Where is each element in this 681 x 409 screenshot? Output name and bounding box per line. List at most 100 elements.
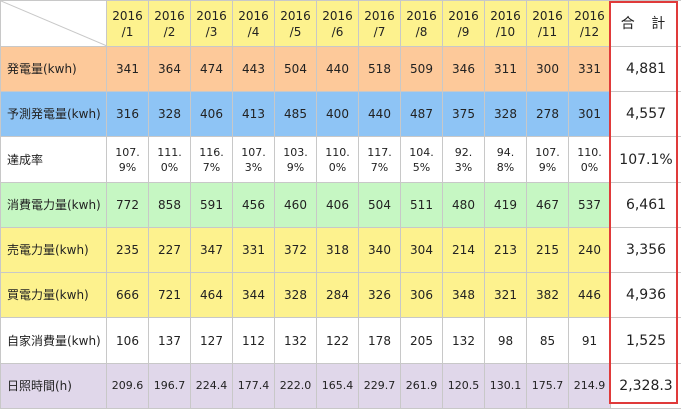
data-cell: 346 [443, 47, 485, 92]
data-cell: 375 [443, 92, 485, 137]
data-cell: 348 [443, 273, 485, 318]
data-cell: 446 [569, 273, 611, 318]
data-cell: 229.7 [359, 364, 401, 409]
month-header: 2016 /5 [275, 1, 317, 47]
month-header: 2016 /12 [569, 1, 611, 47]
data-cell: 137 [149, 318, 191, 364]
data-cell: 132 [443, 318, 485, 364]
data-cell: 284 [317, 273, 359, 318]
data-cell: 205 [401, 318, 443, 364]
data-cell: 103. 9% [275, 137, 317, 183]
data-cell: 110. 0% [317, 137, 359, 183]
data-cell: 127 [191, 318, 233, 364]
data-cell: 306 [401, 273, 443, 318]
data-cell: 311 [485, 47, 527, 92]
month-header: 2016 /9 [443, 1, 485, 47]
data-cell: 666 [107, 273, 149, 318]
data-cell: 328 [149, 92, 191, 137]
data-cell: 224.4 [191, 364, 233, 409]
data-cell: 537 [569, 183, 611, 228]
data-cell: 214.9 [569, 364, 611, 409]
data-cell: 318 [317, 228, 359, 273]
data-cell: 591 [191, 183, 233, 228]
data-cell: 98 [485, 318, 527, 364]
data-cell: 196.7 [149, 364, 191, 409]
data-cell: 382 [527, 273, 569, 318]
data-cell: 858 [149, 183, 191, 228]
total-cell: 2,328.3 [611, 364, 681, 409]
data-cell: 94. 8% [485, 137, 527, 183]
data-cell: 107. 9% [527, 137, 569, 183]
data-cell: 117. 7% [359, 137, 401, 183]
data-cell: 132 [275, 318, 317, 364]
data-cell: 480 [443, 183, 485, 228]
data-cell: 106 [107, 318, 149, 364]
data-cell: 443 [233, 47, 275, 92]
month-header: 2016 /2 [149, 1, 191, 47]
month-header: 2016 /10 [485, 1, 527, 47]
row-label: 発電量(kwh) [1, 47, 107, 92]
data-cell: 364 [149, 47, 191, 92]
month-header: 2016 /6 [317, 1, 359, 47]
row-label: 自家消費量(kwh) [1, 318, 107, 364]
data-cell: 331 [233, 228, 275, 273]
total-header: 合 計 [611, 1, 681, 47]
data-cell: 341 [107, 47, 149, 92]
month-header: 2016 /4 [233, 1, 275, 47]
data-cell: 107. 3% [233, 137, 275, 183]
row-label: 予測発電量(kwh) [1, 92, 107, 137]
row-label: 日照時間(h) [1, 364, 107, 409]
corner-cell [1, 1, 107, 47]
data-cell: 344 [233, 273, 275, 318]
data-cell: 467 [527, 183, 569, 228]
data-cell: 511 [401, 183, 443, 228]
month-header: 2016 /7 [359, 1, 401, 47]
data-cell: 487 [401, 92, 443, 137]
data-cell: 227 [149, 228, 191, 273]
data-cell: 111. 0% [149, 137, 191, 183]
data-cell: 261.9 [401, 364, 443, 409]
data-cell: 177.4 [233, 364, 275, 409]
data-cell: 464 [191, 273, 233, 318]
total-cell: 4,557 [611, 92, 681, 137]
data-cell: 235 [107, 228, 149, 273]
data-cell: 301 [569, 92, 611, 137]
data-cell: 316 [107, 92, 149, 137]
data-cell: 122 [317, 318, 359, 364]
data-cell: 456 [233, 183, 275, 228]
data-cell: 116. 7% [191, 137, 233, 183]
data-cell: 209.6 [107, 364, 149, 409]
data-cell: 400 [317, 92, 359, 137]
data-cell: 509 [401, 47, 443, 92]
data-cell: 504 [275, 47, 317, 92]
data-cell: 328 [275, 273, 317, 318]
data-cell: 474 [191, 47, 233, 92]
total-cell: 3,356 [611, 228, 681, 273]
data-cell: 347 [191, 228, 233, 273]
data-cell: 460 [275, 183, 317, 228]
data-cell: 413 [233, 92, 275, 137]
data-cell: 340 [359, 228, 401, 273]
month-header: 2016 /11 [527, 1, 569, 47]
month-header: 2016 /1 [107, 1, 149, 47]
month-header: 2016 /8 [401, 1, 443, 47]
data-cell: 85 [527, 318, 569, 364]
row-label: 売電力量(kwh) [1, 228, 107, 273]
data-cell: 721 [149, 273, 191, 318]
row-label: 買電力量(kwh) [1, 273, 107, 318]
data-cell: 406 [317, 183, 359, 228]
row-label: 消費電力量(kwh) [1, 183, 107, 228]
data-cell: 214 [443, 228, 485, 273]
data-cell: 110. 0% [569, 137, 611, 183]
data-cell: 485 [275, 92, 317, 137]
data-cell: 120.5 [443, 364, 485, 409]
